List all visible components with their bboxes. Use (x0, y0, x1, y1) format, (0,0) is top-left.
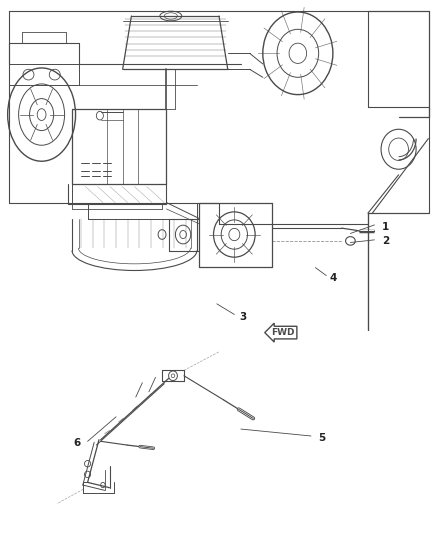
Text: 4: 4 (329, 273, 336, 283)
Text: FWD: FWD (272, 328, 295, 337)
Text: 6: 6 (73, 439, 80, 448)
Text: 3: 3 (240, 312, 247, 322)
Text: 5: 5 (318, 433, 325, 443)
Text: 1: 1 (382, 222, 389, 231)
Bar (72, 109, 166, 184)
Text: 2: 2 (382, 236, 389, 246)
